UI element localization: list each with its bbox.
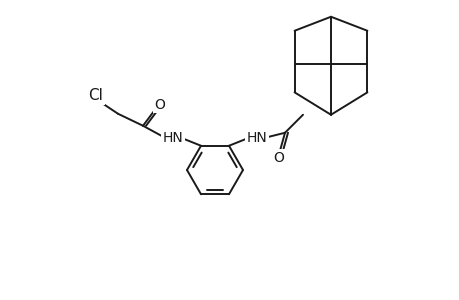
Text: HN: HN: [246, 131, 267, 145]
Text: O: O: [273, 151, 284, 165]
Text: O: O: [154, 98, 165, 112]
Text: Cl: Cl: [89, 88, 103, 103]
Text: HN: HN: [162, 131, 183, 145]
